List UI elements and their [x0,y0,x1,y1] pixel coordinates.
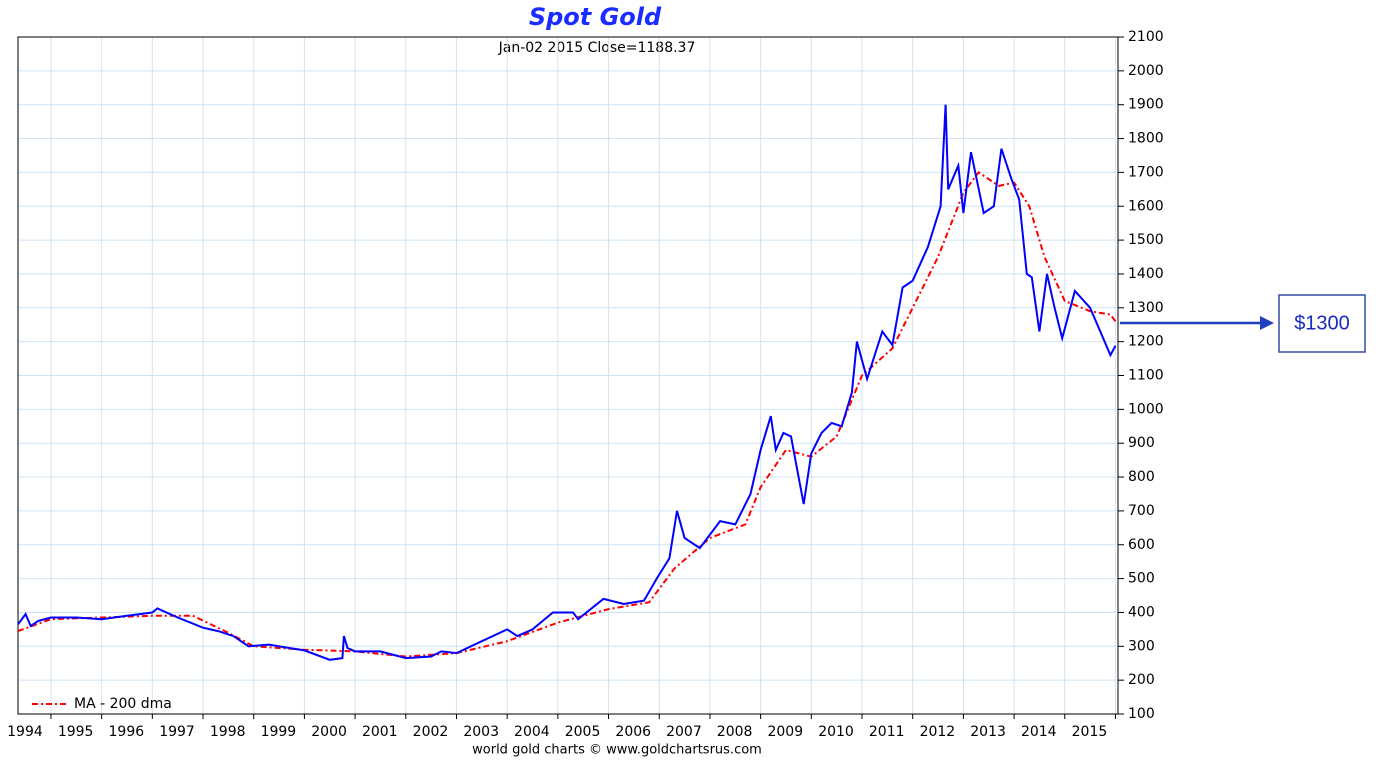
x-tick-label: 1995 [58,724,94,740]
subtitle: Jan-02 2015 Close=1188.37 [498,40,696,56]
chart-title: Spot Gold [529,3,662,31]
x-tick-label: 2004 [514,724,550,740]
y-tick-label: 700 [1128,503,1155,519]
x-tick-label: 2015 [1072,724,1108,740]
y-tick-label: 1000 [1128,401,1164,417]
x-tick-label: 2012 [920,724,956,740]
x-tick-label: 1997 [159,724,195,740]
x-tick-label: 2011 [869,724,905,740]
y-tick-label: 200 [1128,672,1155,688]
x-tick-label: 2009 [767,724,803,740]
y-tick-label: 1100 [1128,368,1164,384]
y-tick-label: 1800 [1128,131,1164,147]
annotation-box [1278,294,1366,353]
legend-label: MA - 200 dma [74,696,172,712]
y-tick-label: 2100 [1128,29,1164,45]
x-tick-label: 2006 [615,724,651,740]
x-tick-label: 2003 [463,724,499,740]
y-tick-label: 900 [1128,435,1155,451]
y-tick-label: 1400 [1128,266,1164,282]
y-tick-label: 500 [1128,571,1155,587]
y-tick-label: 300 [1128,638,1155,654]
line [17,104,1117,661]
y-tick-label: 600 [1128,537,1155,553]
y-tick-label: 2000 [1128,63,1164,79]
x-tick-label: 2001 [362,724,398,740]
x-tick-label: 1998 [210,724,246,740]
y-tick-label: 400 [1128,604,1155,620]
y-tick-label: 100 [1128,706,1155,722]
annotation: $1300 [1294,312,1350,334]
y-tick-label: 1900 [1128,97,1164,113]
x-tick-label: 2014 [1021,724,1057,740]
y-tick-label: 1200 [1128,334,1164,350]
footer: world gold charts © www.goldchartsrus.co… [472,743,762,758]
x-tick-label: 2005 [565,724,601,740]
x-tick-label: 1996 [109,724,145,740]
x-tick-label: 2002 [413,724,449,740]
x-tick-label: 2010 [818,724,854,740]
y-tick-label: 1500 [1128,232,1164,248]
x-tick-label: 2013 [970,724,1006,740]
y-tick-label: 1600 [1128,198,1164,214]
arrow-head [1260,316,1274,330]
y-tick-label: 1300 [1128,300,1164,316]
plot-frame [17,36,1119,715]
line [17,171,1117,658]
y-tick-label: 800 [1128,469,1155,485]
x-tick-label: 1994 [7,724,43,740]
x-tick-label: 1999 [261,724,297,740]
x-tick-label: 2000 [311,724,347,740]
y-tick-label: 1700 [1128,164,1164,180]
x-tick-label: 2007 [666,724,702,740]
x-tick-label: 2008 [717,724,753,740]
